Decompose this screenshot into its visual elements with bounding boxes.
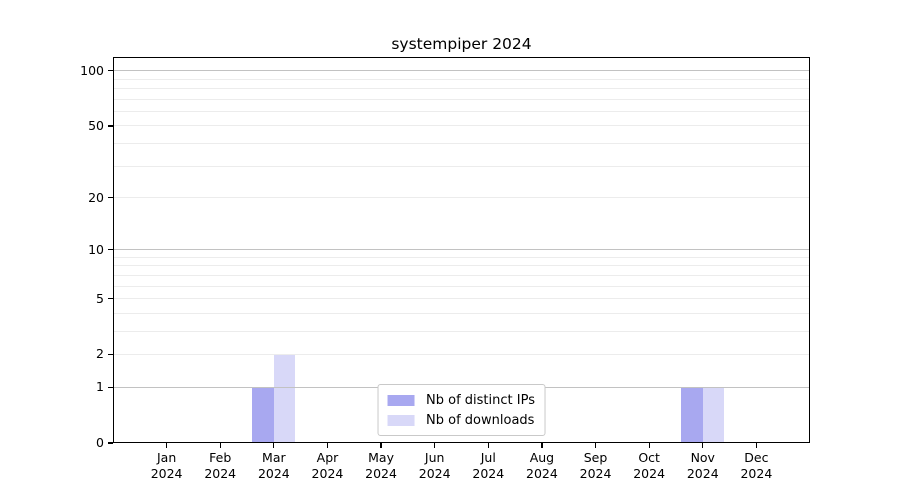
y-tick-label: 100: [80, 62, 104, 78]
legend-item-distinct-ips: Nb of distinct IPs: [387, 390, 535, 410]
x-tick-label-jul: Jul 2024: [446, 450, 530, 481]
x-tick-mark: [326, 443, 329, 448]
x-tick-month: Jul: [480, 450, 496, 465]
x-tick-mark: [273, 443, 275, 448]
x-tick-label-may: May 2024: [339, 450, 423, 481]
y-gridline-minor: [113, 125, 810, 127]
x-tick-label-feb: Feb 2024: [178, 450, 262, 481]
plot-area: Nb of distinct IPs Nb of downloads: [113, 57, 810, 443]
x-tick-year: 2024: [633, 465, 666, 481]
y-gridline-minor: [113, 312, 810, 314]
x-tick-mark: [648, 443, 650, 448]
x-tick-month: Apr: [316, 450, 339, 465]
x-tick-mark: [166, 443, 168, 448]
y-gridline-minor: [113, 330, 810, 332]
y-tick-mark: [108, 249, 113, 251]
y-tick-mark: [108, 353, 113, 355]
y-tick-label: 0: [96, 435, 104, 450]
x-tick-year: 2024: [365, 465, 397, 481]
x-tick-mark: [219, 443, 221, 448]
x-tick-month: Sep: [583, 450, 608, 465]
legend-item-downloads: Nb of downloads: [387, 410, 535, 430]
x-tick-year: 2024: [472, 465, 505, 481]
y-gridline-minor: [113, 256, 810, 258]
y-gridline-minor: [113, 111, 810, 113]
x-tick-month: Feb: [209, 450, 232, 465]
y-gridline-minor: [113, 98, 810, 100]
y-tick-label: 2: [96, 346, 104, 362]
x-tick-mark: [434, 443, 436, 448]
bar-downloads-nov: [702, 387, 725, 443]
y-tick-mark: [108, 125, 113, 127]
x-tick-month: Jun: [424, 450, 445, 465]
y-gridline-minor: [113, 88, 810, 90]
x-tick-mark: [702, 443, 704, 448]
x-tick-mark: [487, 443, 489, 448]
y-gridline-minor: [113, 165, 810, 167]
y-gridline-minor: [113, 78, 810, 80]
x-tick-month: Oct: [638, 450, 660, 465]
x-tick-year: 2024: [257, 465, 290, 481]
y-tick-label: 10: [88, 241, 104, 257]
legend-swatch-downloads: [387, 414, 415, 426]
y-tick-label: 50: [88, 117, 104, 133]
x-tick-year: 2024: [204, 465, 237, 481]
x-tick-label-dec: Dec 2024: [714, 450, 798, 481]
x-tick-month: May: [368, 450, 394, 465]
x-tick-month: Nov: [690, 450, 715, 465]
x-tick-label-jun: Jun 2024: [393, 450, 477, 481]
x-tick-label-mar: Mar 2024: [232, 450, 316, 481]
bar-downloads-mar: [273, 354, 296, 443]
legend-swatch-distinct-ips: [387, 394, 415, 406]
y-gridline-minor: [113, 285, 810, 287]
bar-distinct-ips-mar: [252, 387, 274, 443]
x-tick-mark: [541, 443, 543, 448]
x-tick-month: Aug: [529, 450, 555, 465]
chart-title: systempiper 2024: [391, 35, 532, 53]
x-tick-label-apr: Apr 2024: [285, 450, 369, 481]
y-gridline-minor: [113, 265, 810, 267]
bar-distinct-ips-nov: [681, 387, 703, 443]
x-tick-month: Dec: [744, 450, 769, 465]
x-tick-label-aug: Aug 2024: [500, 450, 584, 481]
legend: Nb of distinct IPs Nb of downloads: [377, 384, 546, 436]
x-tick-mark: [755, 443, 757, 448]
y-gridline-major: [113, 249, 810, 251]
x-tick-mark: [380, 443, 382, 448]
y-gridline-minor: [113, 143, 810, 145]
x-tick-year: 2024: [311, 465, 344, 481]
legend-label-distinct-ips: Nb of distinct IPs: [426, 392, 535, 408]
x-tick-year: 2024: [526, 465, 558, 481]
y-tick-mark: [108, 297, 113, 300]
x-tick-year: 2024: [579, 465, 612, 481]
y-tick-mark: [108, 196, 113, 199]
x-tick-mark: [594, 443, 597, 448]
y-gridline-minor: [113, 298, 810, 300]
y-tick-mark: [108, 386, 113, 388]
y-tick-mark: [108, 442, 113, 444]
y-tick-label: 1: [96, 379, 104, 395]
legend-label-downloads: Nb of downloads: [426, 412, 535, 428]
x-tick-label-nov: Nov 2024: [661, 450, 745, 481]
x-tick-year: 2024: [418, 465, 451, 481]
y-gridline-minor: [113, 274, 810, 276]
x-tick-year: 2024: [150, 465, 183, 481]
y-tick-label: 20: [88, 189, 104, 205]
x-tick-month: Mar: [262, 450, 286, 465]
x-tick-month: Jan: [156, 450, 177, 465]
x-tick-label-sep: Sep 2024: [554, 450, 638, 481]
x-tick-label-oct: Oct 2024: [607, 450, 691, 481]
y-gridline-minor: [113, 353, 810, 355]
x-tick-year: 2024: [686, 465, 719, 481]
x-tick-label-jan: Jan 2024: [125, 450, 209, 481]
x-tick-year: 2024: [740, 465, 773, 481]
y-tick-mark: [108, 70, 113, 72]
y-gridline-minor: [113, 197, 810, 199]
y-tick-label: 5: [96, 290, 104, 306]
y-gridline-major: [113, 70, 810, 72]
